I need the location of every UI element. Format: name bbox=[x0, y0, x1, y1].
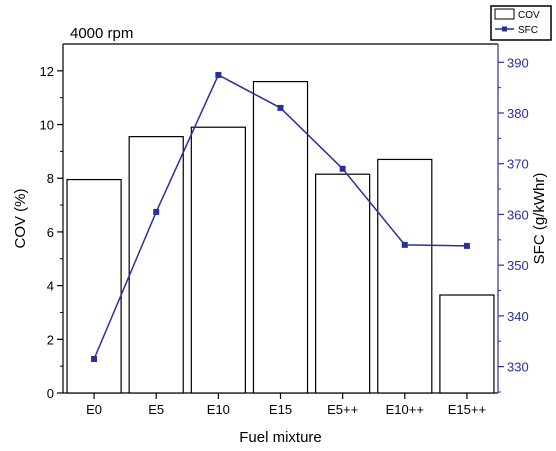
right-axis-label: SFC (g/kWhr) bbox=[531, 173, 548, 265]
x-axis-label: Fuel mixture bbox=[239, 429, 322, 446]
right-axis-ticks: 330 340 350 360 370 380 390 bbox=[498, 55, 529, 393]
cov-bar-E5 bbox=[128, 136, 184, 394]
x-tick-label-E10++: E10++ bbox=[386, 402, 424, 417]
cov-bar-E10 bbox=[190, 126, 246, 394]
left-axis-ticks: 0 2 4 6 8 10 12 bbox=[40, 64, 63, 401]
cov-bar-E10++ bbox=[377, 158, 433, 394]
chart-subtitle: 4000 rpm bbox=[70, 25, 133, 42]
sfc-point-E0 bbox=[91, 356, 98, 363]
x-tick-label-E0: E0 bbox=[86, 402, 102, 417]
legend: COV SFC bbox=[490, 5, 552, 41]
right-tick-label-350: 350 bbox=[507, 258, 529, 273]
x-tick-label-E10: E10 bbox=[207, 402, 230, 417]
left-tick-label-12: 12 bbox=[40, 64, 54, 79]
left-tick-label-4: 4 bbox=[47, 279, 54, 294]
sfc-line-series bbox=[91, 71, 470, 363]
right-tick-label-390: 390 bbox=[507, 55, 529, 70]
x-tick-label-E5: E5 bbox=[148, 402, 164, 417]
left-tick-label-2: 2 bbox=[47, 332, 54, 347]
x-tick-label-E5++: E5++ bbox=[327, 402, 358, 417]
legend-swatch-cov bbox=[494, 8, 515, 20]
cov-bar-E5++ bbox=[315, 173, 371, 394]
right-tick-label-380: 380 bbox=[507, 106, 529, 121]
right-tick-label-370: 370 bbox=[507, 157, 529, 172]
legend-label-cov: COV bbox=[518, 10, 540, 21]
legend-swatch-sfc-marker bbox=[502, 26, 507, 32]
right-tick-label-330: 330 bbox=[507, 360, 529, 375]
sfc-point-E10 bbox=[215, 71, 222, 78]
right-tick-label-360: 360 bbox=[507, 207, 529, 222]
x-tick-label-E15++: E15++ bbox=[448, 402, 486, 417]
sfc-point-E15 bbox=[277, 104, 284, 111]
x-axis-ticks: E0 E5 E10 E15 E5++ E10++ E15++ bbox=[86, 393, 486, 417]
left-axis-label: COV (%) bbox=[12, 188, 29, 248]
sfc-point-E5 bbox=[153, 208, 160, 215]
left-tick-label-0: 0 bbox=[47, 386, 54, 401]
sfc-point-E15++ bbox=[463, 242, 470, 249]
left-tick-label-10: 10 bbox=[40, 118, 54, 133]
x-tick-label-E15: E15 bbox=[269, 402, 292, 417]
sfc-point-E5++ bbox=[339, 165, 346, 172]
cov-bar-E15++ bbox=[439, 294, 495, 394]
left-tick-label-8: 8 bbox=[47, 171, 54, 186]
cov-bars bbox=[66, 80, 495, 394]
cov-bar-E15 bbox=[252, 80, 309, 394]
legend-label-sfc: SFC bbox=[518, 25, 538, 36]
right-tick-label-340: 340 bbox=[507, 309, 529, 324]
sfc-point-E10++ bbox=[401, 241, 408, 248]
left-tick-label-6: 6 bbox=[47, 225, 54, 240]
